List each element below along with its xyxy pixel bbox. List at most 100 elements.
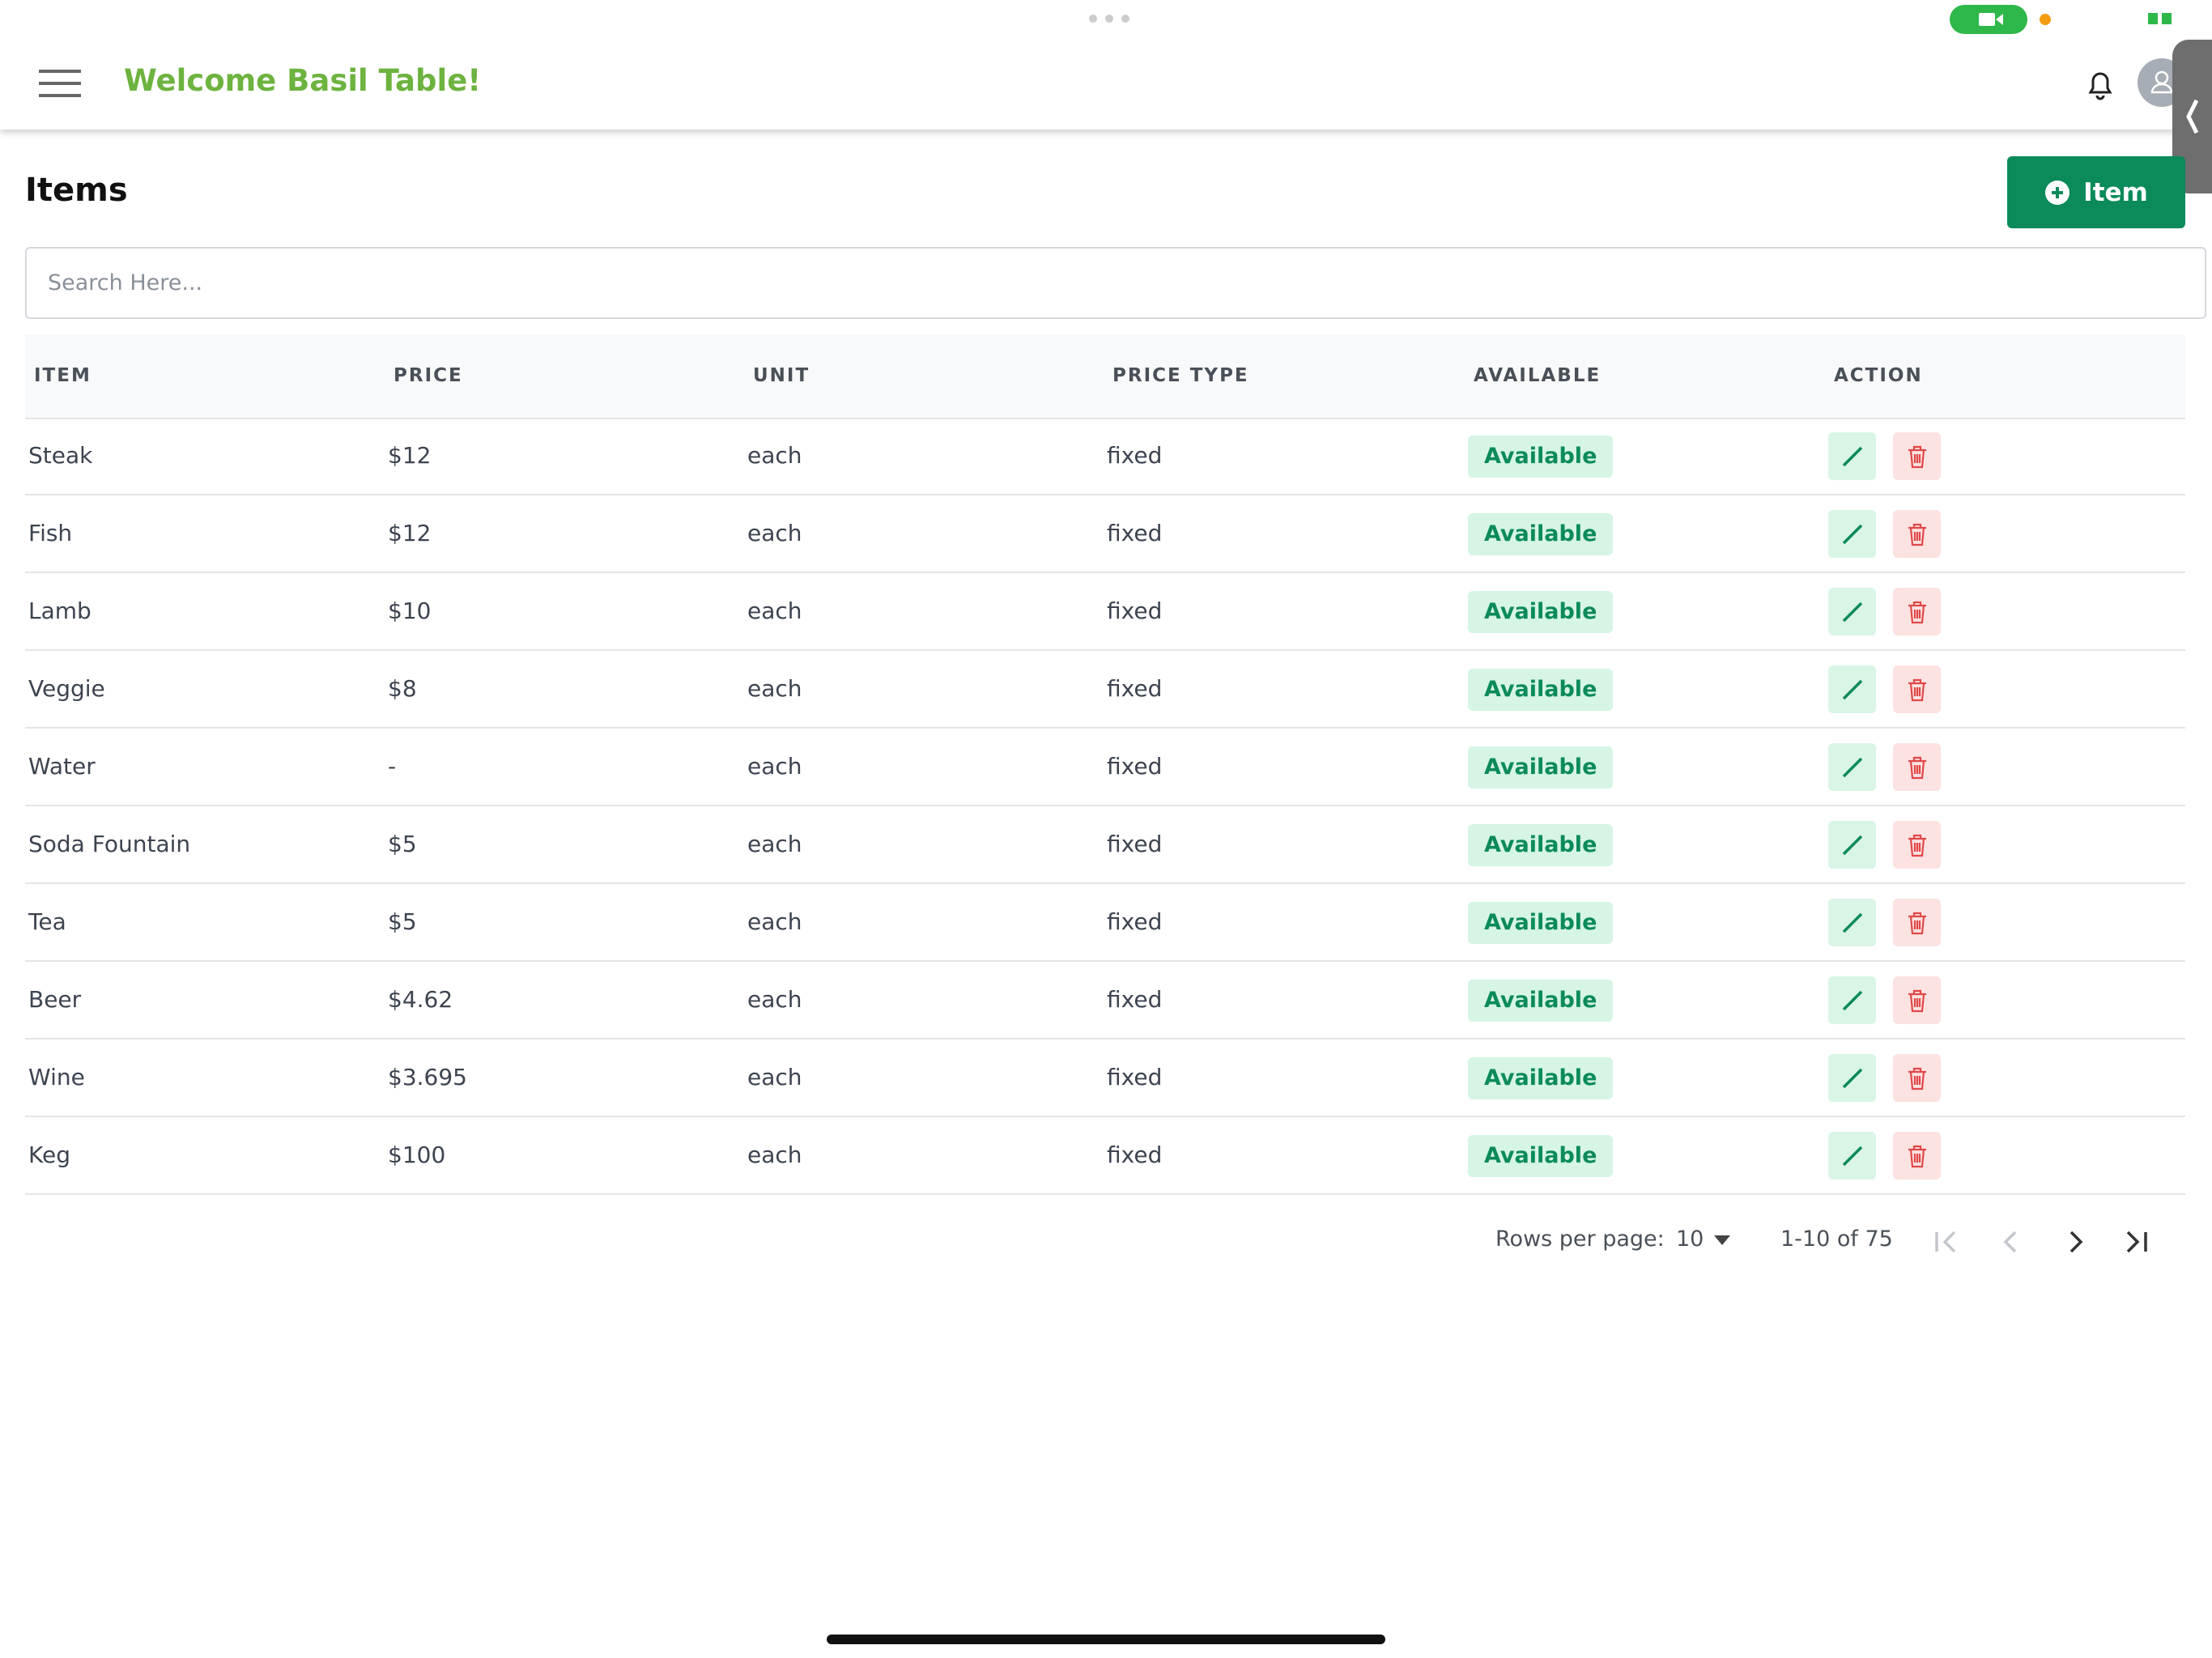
icon xyxy=(1908,601,1926,623)
table-cell: Keg xyxy=(28,1141,70,1168)
available-cell: Available xyxy=(1468,418,1614,494)
table-cell: fixed xyxy=(1107,753,1163,780)
table-cell: Water xyxy=(28,753,96,780)
plus-icon xyxy=(2045,180,2070,205)
last-page[interactable] xyxy=(2126,1231,2147,1253)
table-cell: each xyxy=(747,520,802,546)
table-row: Fish $12 each fixed Available xyxy=(25,495,2185,573)
table-cell: $12 xyxy=(388,442,432,469)
status-badge: Available xyxy=(1468,980,1614,1022)
available-cell: Available xyxy=(1468,884,1614,960)
status-badge: Available xyxy=(1468,902,1614,944)
icon xyxy=(1842,446,1862,466)
delete-button[interactable] xyxy=(1893,665,1941,713)
search-input[interactable]: Search Here... xyxy=(25,247,2206,319)
delete-button[interactable] xyxy=(1893,1132,1941,1180)
available-cell: Available xyxy=(1468,1039,1614,1116)
icon xyxy=(1908,445,1926,468)
table-cell: Beer xyxy=(28,986,82,1013)
icon xyxy=(1842,1068,1862,1088)
edit-button[interactable] xyxy=(1828,743,1876,791)
table-cell: each xyxy=(747,1141,802,1168)
table-cell: Steak xyxy=(28,442,93,469)
icon xyxy=(1842,757,1862,777)
edit-button[interactable] xyxy=(1828,588,1876,636)
delete-button[interactable] xyxy=(1893,976,1941,1024)
edit-button[interactable] xyxy=(1828,1132,1876,1180)
prev-page[interactable] xyxy=(2003,1231,2017,1253)
table-row: Keg $100 each fixed Available xyxy=(25,1117,2185,1195)
table-cell: $100 xyxy=(388,1141,446,1168)
next-page[interactable] xyxy=(2069,1231,2083,1253)
delete-button[interactable] xyxy=(1893,588,1941,636)
table-cell: each xyxy=(747,753,802,780)
rows-per-page-label: Rows per page: xyxy=(1495,1226,1665,1252)
side-handle[interactable] xyxy=(2172,40,2212,193)
table-cell: fixed xyxy=(1107,520,1163,546)
table-cell: $12 xyxy=(388,520,432,546)
table-cell: Lamb xyxy=(28,597,91,624)
available-cell: Available xyxy=(1468,573,1614,649)
icon xyxy=(1842,1146,1862,1166)
table-cell: Tea xyxy=(28,908,66,935)
table-cell: fixed xyxy=(1107,986,1163,1013)
menu-button[interactable] xyxy=(39,70,83,97)
status-badge: Available xyxy=(1468,591,1614,633)
icon xyxy=(1842,835,1862,855)
delete-button[interactable] xyxy=(1893,821,1941,869)
edit-button[interactable] xyxy=(1828,821,1876,869)
table-cell: each xyxy=(747,986,802,1013)
welcome-title: Welcome Basil Table! xyxy=(124,63,482,98)
table-cell: Wine xyxy=(28,1064,85,1090)
table-cell: each xyxy=(747,597,802,624)
available-cell: Available xyxy=(1468,806,1614,882)
icon xyxy=(1842,524,1862,544)
delete-button[interactable] xyxy=(1893,899,1941,946)
column-header: PRICE xyxy=(393,365,463,386)
edit-button[interactable] xyxy=(1828,510,1876,558)
column-header: ITEM xyxy=(34,365,91,386)
icon xyxy=(1908,678,1926,701)
table-row: Beer $4.62 each fixed Available xyxy=(25,962,2185,1039)
delete-button[interactable] xyxy=(1893,510,1941,558)
first-page[interactable] xyxy=(1935,1231,1956,1253)
table-row: Wine $3.695 each fixed Available xyxy=(25,1039,2185,1117)
status-badge: Available xyxy=(1468,1057,1614,1099)
status-badge: Available xyxy=(1468,669,1614,711)
table-cell: fixed xyxy=(1107,831,1163,857)
pagination-buttons xyxy=(1935,1231,2147,1253)
dropdown-arrow[interactable] xyxy=(1714,1235,1730,1245)
edit-button[interactable] xyxy=(1828,665,1876,713)
multitask-dots xyxy=(1089,15,1129,23)
table-row: Tea $5 each fixed Available xyxy=(25,884,2185,962)
status-badge: Available xyxy=(1468,746,1614,789)
notifications[interactable] xyxy=(2085,68,2116,100)
table-cell: Soda Fountain xyxy=(28,831,191,857)
available-cell: Available xyxy=(1468,729,1614,805)
delete-button[interactable] xyxy=(1893,1054,1941,1102)
table-cell: fixed xyxy=(1107,1064,1163,1090)
status-badge: Available xyxy=(1468,1135,1614,1177)
edit-button[interactable] xyxy=(1828,1054,1876,1102)
column-header: PRICE TYPE xyxy=(1112,365,1249,386)
icon xyxy=(1842,990,1862,1010)
icon xyxy=(1908,1145,1926,1167)
delete-button[interactable] xyxy=(1893,432,1941,480)
available-cell: Available xyxy=(1468,1117,1614,1193)
icon xyxy=(1908,912,1926,934)
delete-button[interactable] xyxy=(1893,743,1941,791)
table-cell: $5 xyxy=(388,908,417,935)
table-cell: each xyxy=(747,1064,802,1090)
table-cell: fixed xyxy=(1107,675,1163,702)
table-row: Lamb $10 each fixed Available xyxy=(25,573,2185,651)
home-indicator xyxy=(827,1635,1385,1644)
rows-per-page-select[interactable]: 10 xyxy=(1676,1226,1704,1252)
edit-button[interactable] xyxy=(1828,899,1876,946)
table-row: Steak $12 each fixed Available xyxy=(25,418,2185,495)
edit-button[interactable] xyxy=(1828,976,1876,1024)
edit-button[interactable] xyxy=(1828,432,1876,480)
status-icons xyxy=(1950,5,2172,34)
icon xyxy=(1908,523,1926,546)
add-item-button[interactable]: Item xyxy=(2007,156,2185,228)
